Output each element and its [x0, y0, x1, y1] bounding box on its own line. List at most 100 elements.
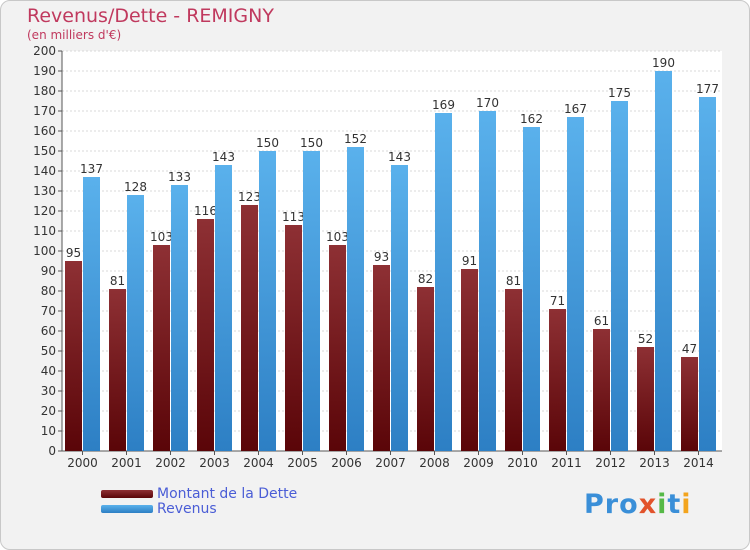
x-tick-label: 2006 — [331, 456, 362, 470]
x-tick-label: 2014 — [683, 456, 714, 470]
x-tick-label: 2002 — [155, 456, 186, 470]
debt-bar — [549, 309, 566, 451]
x-tick-label: 2003 — [199, 456, 230, 470]
y-tick-label: 50 — [41, 344, 56, 358]
revenue-value-label: 143 — [388, 150, 411, 164]
chart-subtitle: (en milliers d'€) — [27, 28, 122, 42]
logo-letter: i — [681, 489, 692, 520]
y-tick-label: 150 — [33, 144, 56, 158]
debt-bar — [109, 289, 126, 451]
debt-value-label: 95 — [66, 246, 81, 260]
debt-value-label: 82 — [418, 272, 433, 286]
debt-bar — [329, 245, 346, 451]
y-tick-label: 70 — [41, 304, 56, 318]
revenue-value-label: 167 — [564, 102, 587, 116]
debt-value-label: 91 — [462, 254, 477, 268]
debt-bar — [461, 269, 478, 451]
debt-bar — [593, 329, 610, 451]
x-tick-label: 2011 — [551, 456, 582, 470]
x-tick-label: 2007 — [375, 456, 406, 470]
revenue-bar — [215, 165, 232, 451]
debt-bar — [637, 347, 654, 451]
logo-letter: P — [584, 489, 605, 520]
debt-value-label: 116 — [194, 204, 217, 218]
x-tick-label: 2009 — [463, 456, 494, 470]
debt-value-label: 81 — [110, 274, 125, 288]
legend-swatch-revenue — [101, 505, 153, 513]
logo-letter: r — [604, 489, 620, 520]
revenue-bar — [83, 177, 100, 451]
revenue-bar — [699, 97, 716, 451]
revenue-bar — [391, 165, 408, 451]
y-tick-label: 100 — [33, 244, 56, 258]
revenue-bar — [347, 147, 364, 451]
revenue-bar — [567, 117, 584, 451]
revenue-bar — [435, 113, 452, 451]
debt-bar — [65, 261, 82, 451]
legend-label-debt: Montant de la Dette — [157, 486, 298, 502]
debt-value-label: 123 — [238, 190, 261, 204]
revenue-bar — [479, 111, 496, 451]
revenue-value-label: 162 — [520, 112, 543, 126]
y-tick-label: 140 — [33, 164, 56, 178]
revenue-bar — [303, 151, 320, 451]
x-tick-label: 2010 — [507, 456, 538, 470]
revenue-value-label: 133 — [168, 170, 191, 184]
revenue-value-label: 175 — [608, 86, 631, 100]
y-tick-label: 200 — [33, 44, 56, 58]
revenue-bar — [259, 151, 276, 451]
logo-letter: t — [667, 489, 682, 520]
debt-bar — [373, 265, 390, 451]
revenue-value-label: 150 — [300, 136, 323, 150]
y-tick-label: 30 — [41, 384, 56, 398]
debt-bar — [285, 225, 302, 451]
y-tick-label: 180 — [33, 84, 56, 98]
x-tick-label: 2008 — [419, 456, 450, 470]
revenue-value-label: 169 — [432, 98, 455, 112]
debt-value-label: 47 — [682, 342, 697, 356]
legend-swatch-debt — [101, 490, 153, 498]
debt-value-label: 93 — [374, 250, 389, 264]
debt-bar — [241, 205, 258, 451]
revenue-bar — [127, 195, 144, 451]
debt-bar — [505, 289, 522, 451]
revenue-bar — [611, 101, 628, 451]
debt-bar — [153, 245, 170, 451]
revenue-value-label: 190 — [652, 56, 675, 70]
revenue-value-label: 150 — [256, 136, 279, 150]
x-tick-label: 2005 — [287, 456, 318, 470]
revenue-bar — [523, 127, 540, 451]
y-tick-label: 10 — [41, 424, 56, 438]
x-tick-label: 2012 — [595, 456, 626, 470]
debt-value-label: 71 — [550, 294, 565, 308]
y-tick-label: 80 — [41, 284, 56, 298]
y-tick-label: 110 — [33, 224, 56, 238]
y-tick-label: 40 — [41, 364, 56, 378]
y-tick-label: 20 — [41, 404, 56, 418]
revenue-bar — [655, 71, 672, 451]
y-tick-label: 130 — [33, 184, 56, 198]
revenue-bar — [171, 185, 188, 451]
y-tick-label: 0 — [48, 444, 56, 458]
proxiti-logo: Proxiti — [584, 489, 692, 520]
revenue-value-label: 152 — [344, 132, 367, 146]
debt-value-label: 103 — [326, 230, 349, 244]
x-tick-label: 2013 — [639, 456, 670, 470]
revenue-value-label: 170 — [476, 96, 499, 110]
y-tick-label: 60 — [41, 324, 56, 338]
debt-value-label: 81 — [506, 274, 521, 288]
legend-label-revenue: Revenus — [157, 501, 217, 517]
revenue-value-label: 143 — [212, 150, 235, 164]
debt-bar — [417, 287, 434, 451]
debt-value-label: 103 — [150, 230, 173, 244]
y-tick-label: 120 — [33, 204, 56, 218]
revenue-value-label: 128 — [124, 180, 147, 194]
x-tick-label: 2004 — [243, 456, 274, 470]
x-tick-label: 2001 — [111, 456, 142, 470]
debt-value-label: 113 — [282, 210, 305, 224]
debt-bar — [197, 219, 214, 451]
y-tick-label: 160 — [33, 124, 56, 138]
logo-letter: o — [619, 489, 639, 520]
debt-value-label: 52 — [638, 332, 653, 346]
